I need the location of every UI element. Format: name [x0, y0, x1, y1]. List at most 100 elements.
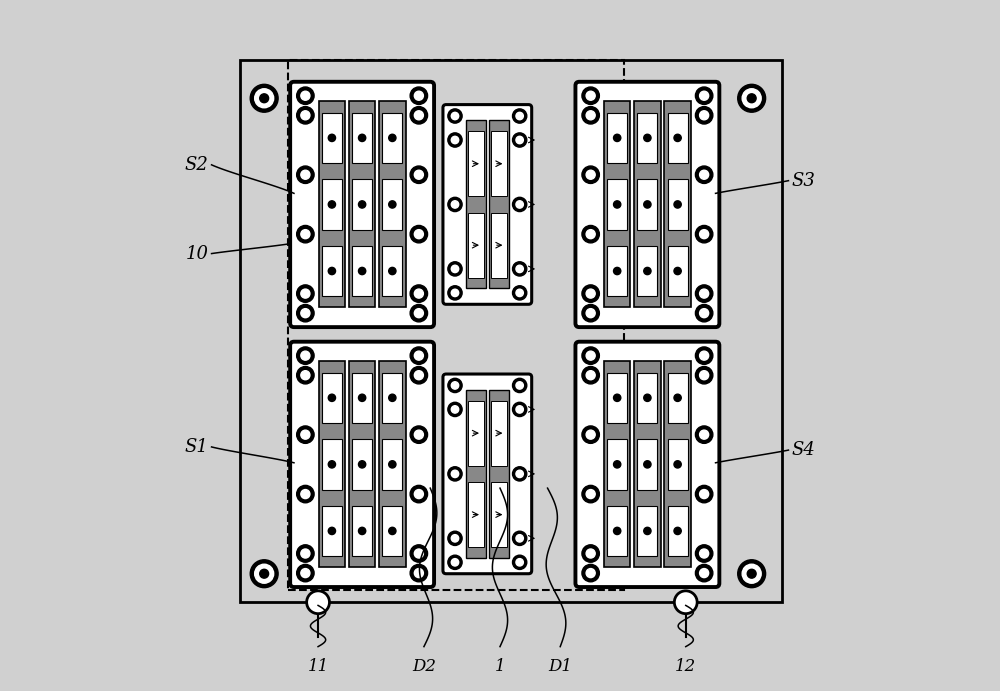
Circle shape [389, 394, 396, 401]
Circle shape [674, 134, 681, 142]
Text: S3: S3 [792, 171, 815, 189]
Bar [607, 439, 627, 490]
Circle shape [414, 309, 423, 318]
Circle shape [695, 225, 713, 243]
Circle shape [614, 461, 621, 468]
Circle shape [410, 225, 428, 243]
Circle shape [328, 267, 336, 274]
Circle shape [448, 402, 462, 417]
Bar [382, 372, 402, 423]
Bar [637, 179, 657, 229]
Circle shape [738, 560, 766, 587]
Circle shape [516, 406, 523, 413]
Bar [607, 246, 627, 296]
Circle shape [516, 289, 523, 296]
Circle shape [700, 370, 709, 380]
Circle shape [516, 136, 523, 144]
Circle shape [414, 351, 423, 360]
Circle shape [695, 166, 713, 183]
Circle shape [695, 565, 713, 582]
Circle shape [414, 91, 423, 100]
Circle shape [358, 201, 366, 208]
Bar [491, 213, 507, 278]
Circle shape [513, 262, 527, 276]
Circle shape [582, 545, 599, 562]
Circle shape [582, 366, 599, 384]
Bar [468, 131, 484, 196]
Bar [664, 361, 691, 567]
Circle shape [358, 134, 366, 142]
Bar [607, 372, 627, 423]
Bar [604, 361, 630, 567]
Bar [668, 506, 688, 556]
Circle shape [586, 229, 595, 238]
Bar [322, 113, 342, 163]
Circle shape [582, 166, 599, 183]
Bar [319, 102, 345, 307]
Circle shape [738, 84, 766, 112]
Circle shape [389, 201, 396, 208]
Bar [668, 439, 688, 490]
Circle shape [644, 461, 651, 468]
Bar [468, 482, 484, 547]
Circle shape [451, 201, 459, 208]
FancyBboxPatch shape [575, 341, 719, 587]
Circle shape [513, 378, 527, 392]
Circle shape [516, 265, 523, 273]
Text: 1: 1 [495, 658, 505, 675]
Circle shape [742, 565, 761, 583]
Circle shape [448, 555, 462, 569]
Circle shape [742, 88, 761, 108]
Circle shape [451, 136, 459, 144]
Bar [352, 439, 372, 490]
Circle shape [301, 229, 310, 238]
Circle shape [700, 569, 709, 578]
Circle shape [695, 545, 713, 562]
Bar [491, 131, 507, 196]
Bar [382, 113, 402, 163]
Circle shape [700, 549, 709, 558]
Circle shape [260, 94, 269, 103]
Circle shape [582, 426, 599, 444]
Circle shape [297, 225, 314, 243]
Bar [637, 113, 657, 163]
Circle shape [328, 527, 336, 535]
Circle shape [358, 461, 366, 468]
Bar [607, 113, 627, 163]
Bar [382, 506, 402, 556]
Circle shape [448, 262, 462, 276]
FancyBboxPatch shape [290, 82, 434, 327]
Circle shape [695, 366, 713, 384]
Bar [489, 390, 509, 558]
Circle shape [448, 109, 462, 123]
Bar [668, 179, 688, 229]
Circle shape [674, 591, 697, 614]
Circle shape [297, 87, 314, 104]
Bar [352, 179, 372, 229]
Circle shape [586, 370, 595, 380]
Bar [349, 361, 375, 567]
Circle shape [695, 426, 713, 444]
Circle shape [614, 394, 621, 401]
Circle shape [700, 309, 709, 318]
Bar [604, 102, 630, 307]
Bar [489, 120, 509, 288]
Bar [352, 506, 372, 556]
Bar [382, 179, 402, 229]
Circle shape [410, 285, 428, 303]
Circle shape [414, 370, 423, 380]
Circle shape [414, 489, 423, 499]
Circle shape [614, 134, 621, 142]
Circle shape [586, 91, 595, 100]
Circle shape [448, 133, 462, 147]
Circle shape [513, 286, 527, 300]
Bar [322, 179, 342, 229]
Circle shape [301, 91, 310, 100]
Circle shape [414, 289, 423, 298]
Circle shape [644, 394, 651, 401]
Circle shape [328, 201, 336, 208]
Circle shape [297, 545, 314, 562]
Circle shape [448, 531, 462, 545]
Bar [379, 102, 406, 307]
Circle shape [250, 84, 278, 112]
